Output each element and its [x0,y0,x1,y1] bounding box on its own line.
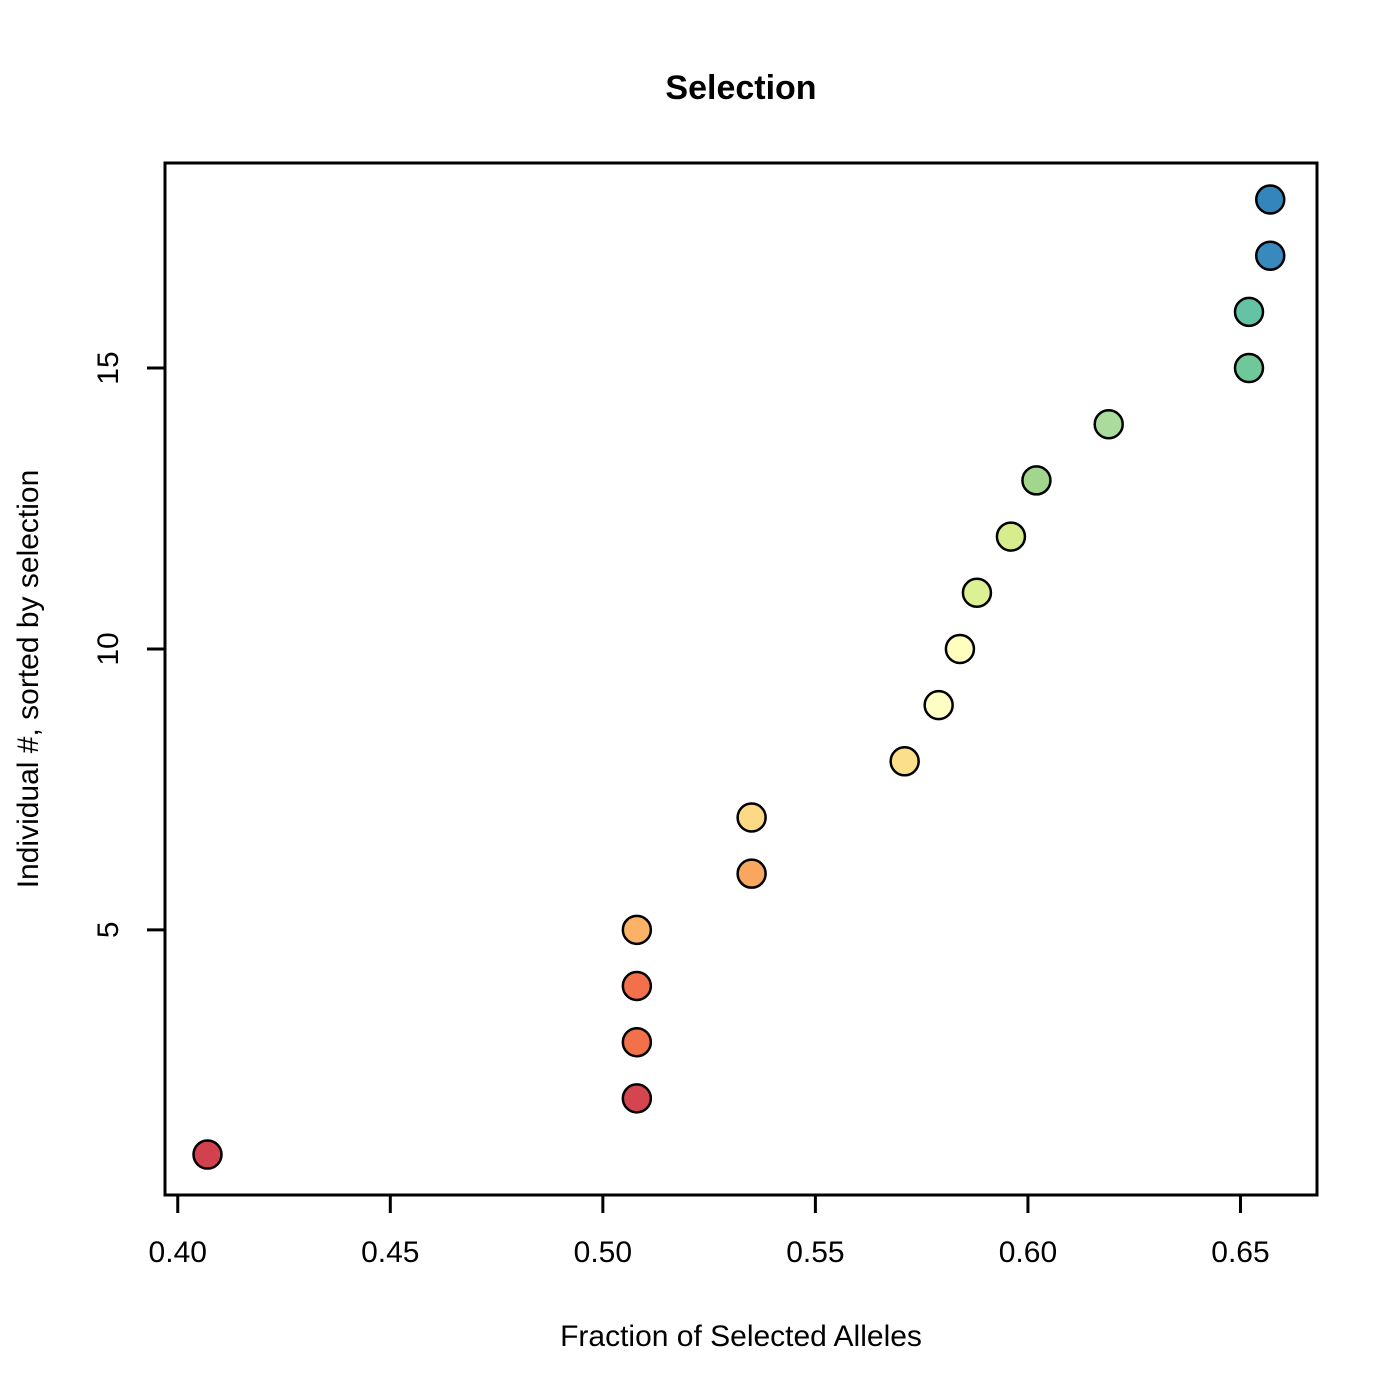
x-axis-ticks: 0.40 0.45 0.50 0.55 0.60 0.65 [149,1195,1270,1269]
data-point-individual-17 [1254,240,1286,271]
y-tick-label: 10 [92,632,125,665]
data-point-individual-18 [1254,184,1286,215]
y-tick-label: 5 [92,921,125,938]
data-point-individual-8 [889,746,920,777]
data-point-individual-11 [961,577,993,609]
y-axis-label: Individual #, sorted by selection [12,470,45,889]
data-point-individual-7 [736,802,767,833]
data-point-individual-5 [621,914,653,946]
data-point-individual-14 [1093,408,1124,440]
x-tick-label: 0.55 [786,1236,844,1269]
x-tick-label: 0.40 [149,1236,207,1269]
data-point-individual-10 [944,633,976,665]
chart-title: Selection [665,69,816,107]
data-point-individual-4 [621,970,653,1002]
data-point-individual-9 [923,689,954,721]
data-point-individual-15 [1233,352,1265,384]
plot-frame [163,161,1319,1197]
data-point-individual-12 [995,521,1027,552]
x-tick-label: 0.60 [999,1236,1057,1269]
x-tick-label: 0.50 [574,1236,632,1269]
data-points [192,184,1286,1170]
x-tick-label: 0.65 [1211,1236,1269,1269]
y-axis-ticks: 5 10 15 [92,351,165,938]
data-point-individual-13 [1021,465,1052,496]
data-point-individual-6 [736,858,767,889]
data-point-individual-1 [192,1139,223,1170]
y-tick-label: 15 [92,351,125,384]
data-point-individual-16 [1233,296,1265,328]
data-point-individual-2 [621,1083,653,1114]
x-tick-label: 0.45 [361,1236,419,1269]
plot-border [163,161,1319,1197]
data-point-individual-3 [621,1026,653,1058]
x-axis-label: Fraction of Selected Alleles [560,1320,922,1353]
